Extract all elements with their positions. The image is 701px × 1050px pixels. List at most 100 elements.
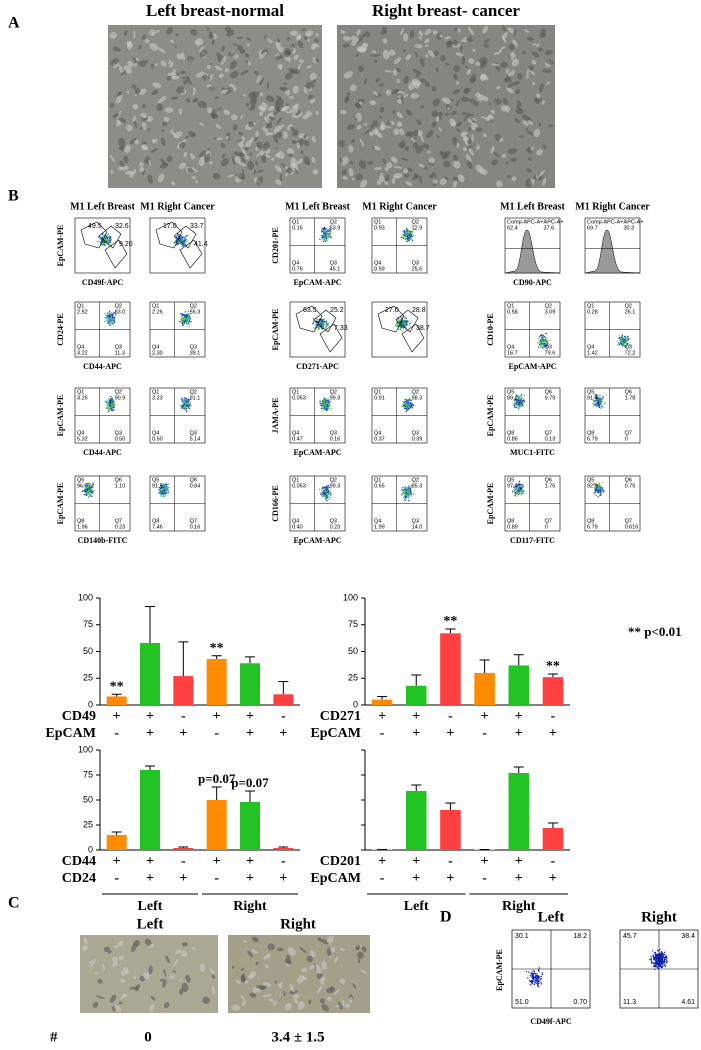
cell (120, 71, 126, 76)
dot (84, 484, 86, 486)
cell (502, 24, 506, 35)
cell (477, 94, 485, 102)
quadrant-name: Q7 (115, 518, 122, 524)
dot (162, 486, 164, 488)
dot (160, 485, 163, 488)
cell (424, 38, 430, 44)
cell (490, 109, 495, 114)
dot (406, 488, 408, 490)
dot (103, 320, 106, 323)
cell (115, 94, 123, 104)
cell (480, 116, 488, 120)
sign: + (213, 854, 221, 869)
dot (325, 408, 327, 411)
dot (328, 236, 330, 239)
cell (249, 992, 257, 998)
cell (129, 986, 139, 990)
dot (111, 402, 114, 404)
dot (110, 395, 112, 398)
dot (330, 408, 332, 410)
dot (179, 243, 181, 245)
count-symbol: # (50, 1029, 58, 1045)
dot (519, 395, 522, 397)
cell (469, 77, 476, 84)
cell (309, 98, 316, 104)
cell (259, 150, 265, 156)
dot (110, 315, 113, 317)
error-bar (145, 765, 155, 770)
cell (438, 117, 442, 121)
y-axis-label: EpCAM-PE (271, 309, 280, 351)
dot (186, 323, 188, 325)
dot (324, 497, 326, 499)
y-tick-label: 75 (348, 619, 358, 629)
bar (173, 676, 194, 705)
cell (312, 78, 317, 83)
cell (267, 38, 273, 44)
y-tick-label: 50 (348, 646, 358, 656)
dot (322, 234, 324, 236)
cell (397, 95, 402, 98)
cell (443, 150, 451, 158)
cell (132, 103, 139, 110)
dot (520, 394, 523, 396)
cell (462, 37, 467, 41)
dot (107, 322, 109, 324)
cell (119, 160, 125, 168)
cell (206, 27, 210, 31)
dot (655, 965, 658, 968)
cell (443, 160, 451, 168)
dot (409, 237, 411, 240)
error-bar (513, 766, 524, 773)
dot (108, 315, 110, 318)
cell (241, 148, 247, 156)
cell (412, 68, 421, 75)
dot (164, 486, 166, 489)
dot (326, 237, 328, 240)
dot (405, 497, 407, 499)
cell (535, 98, 543, 103)
cell (379, 106, 385, 113)
cell (427, 49, 435, 58)
cell (249, 105, 256, 111)
cell (148, 965, 153, 975)
cell (181, 982, 189, 993)
dot (182, 238, 184, 241)
dot (164, 489, 167, 491)
cell (208, 86, 216, 92)
dot (409, 235, 412, 237)
dot (185, 313, 188, 316)
cell (384, 167, 389, 172)
cell (508, 43, 515, 51)
dot (664, 964, 666, 967)
cell (334, 956, 338, 963)
cell (118, 137, 126, 148)
cell (236, 138, 243, 143)
dot (651, 950, 654, 952)
cell (527, 68, 536, 76)
dot (537, 984, 539, 986)
cell (432, 30, 438, 35)
cell (221, 153, 226, 159)
cell (500, 104, 508, 112)
cell (536, 93, 541, 98)
gate (295, 305, 323, 333)
dot (102, 233, 104, 235)
cell (152, 82, 162, 89)
dot (627, 338, 630, 340)
cell (245, 155, 250, 160)
cell (134, 139, 140, 145)
y-tick-label: 50 (83, 646, 93, 656)
y-axis-label: CD10-PE (486, 313, 495, 345)
cell (356, 951, 364, 959)
dot (187, 320, 190, 323)
cell (465, 153, 472, 163)
y-axis-label: EpCAM-PE (486, 395, 495, 437)
dot (325, 231, 328, 233)
cell (244, 140, 252, 148)
dot (327, 484, 329, 487)
cell (238, 143, 243, 149)
dot (322, 325, 324, 327)
dot (165, 491, 167, 494)
cell (256, 75, 262, 84)
